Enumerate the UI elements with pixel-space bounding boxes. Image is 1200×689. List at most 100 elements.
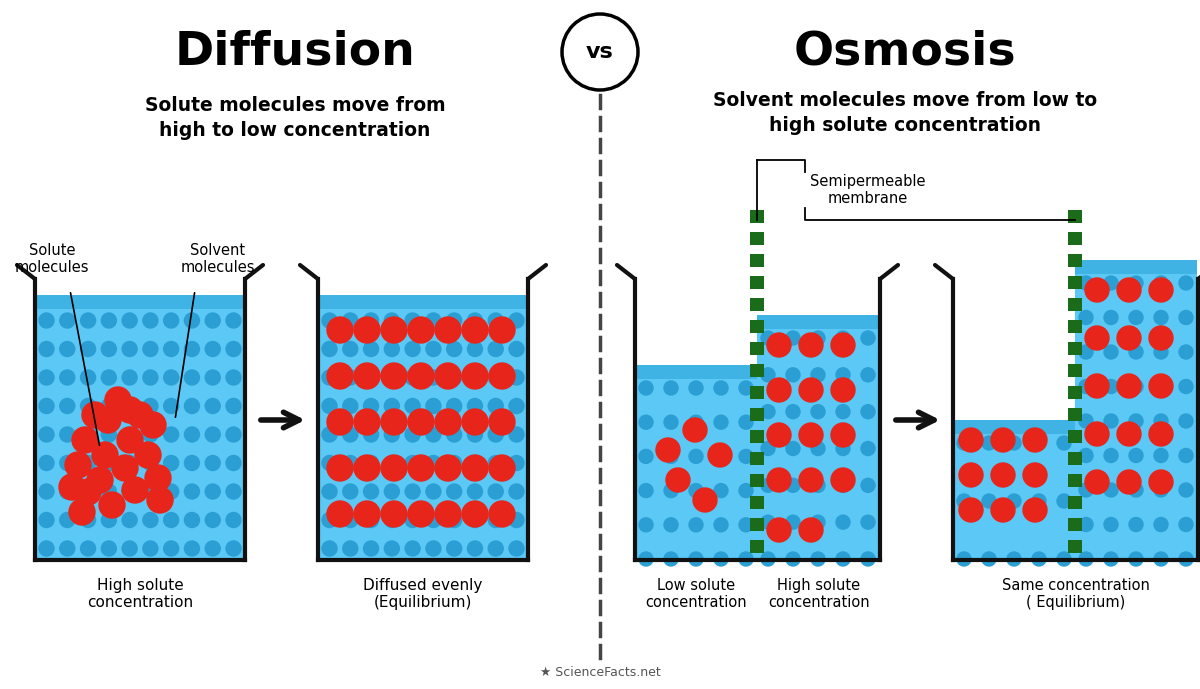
Circle shape [185, 455, 199, 471]
Circle shape [382, 317, 407, 343]
Circle shape [468, 541, 482, 556]
Bar [750, 342, 764, 355]
Circle shape [40, 541, 54, 556]
Circle shape [143, 313, 158, 328]
Circle shape [406, 455, 420, 471]
Circle shape [1079, 552, 1093, 566]
Text: ★ ScienceFacts.net: ★ ScienceFacts.net [540, 666, 660, 679]
Circle shape [40, 427, 54, 442]
Circle shape [426, 484, 440, 499]
Circle shape [226, 484, 241, 499]
Circle shape [811, 442, 826, 455]
Circle shape [185, 313, 199, 328]
Circle shape [322, 455, 337, 471]
Circle shape [490, 363, 515, 389]
Circle shape [1104, 483, 1118, 497]
Circle shape [638, 381, 653, 395]
Circle shape [462, 363, 488, 389]
Circle shape [364, 370, 378, 385]
Circle shape [101, 342, 116, 356]
Circle shape [1079, 276, 1093, 290]
Circle shape [991, 498, 1015, 522]
Circle shape [509, 513, 524, 528]
Circle shape [714, 381, 728, 395]
Circle shape [122, 477, 148, 503]
Bar [750, 254, 764, 267]
Circle shape [343, 427, 358, 442]
Text: Low solute
concentration: Low solute concentration [646, 578, 748, 610]
Circle shape [408, 455, 434, 481]
Circle shape [488, 370, 503, 385]
Circle shape [322, 398, 337, 413]
Circle shape [364, 427, 378, 442]
Circle shape [761, 331, 775, 345]
Circle shape [956, 552, 971, 566]
Circle shape [1178, 345, 1193, 359]
Circle shape [106, 387, 131, 413]
Circle shape [40, 455, 54, 471]
Circle shape [462, 455, 488, 481]
Circle shape [490, 455, 515, 481]
Circle shape [638, 449, 653, 464]
Circle shape [426, 342, 440, 356]
Circle shape [830, 423, 854, 447]
Circle shape [490, 501, 515, 527]
Circle shape [60, 455, 74, 471]
Circle shape [959, 463, 983, 487]
Circle shape [786, 552, 800, 566]
Circle shape [488, 313, 503, 328]
Circle shape [786, 442, 800, 455]
Circle shape [326, 455, 353, 481]
Circle shape [1117, 470, 1141, 494]
Bar [953, 420, 1075, 434]
Circle shape [40, 484, 54, 499]
Circle shape [468, 455, 482, 471]
Circle shape [509, 342, 524, 356]
Circle shape [185, 541, 199, 556]
Circle shape [326, 409, 353, 435]
Circle shape [205, 455, 221, 471]
Circle shape [1178, 517, 1193, 531]
Circle shape [354, 317, 380, 343]
Circle shape [163, 513, 179, 528]
Circle shape [1178, 414, 1193, 428]
Bar [35, 295, 245, 309]
Bar [1068, 452, 1082, 465]
Bar [1068, 320, 1082, 333]
Circle shape [1104, 380, 1118, 393]
Circle shape [830, 333, 854, 357]
Bar [750, 518, 764, 531]
Circle shape [122, 313, 137, 328]
Circle shape [1154, 552, 1168, 566]
Circle shape [1079, 414, 1093, 428]
Circle shape [1007, 436, 1021, 450]
Circle shape [140, 412, 166, 438]
Circle shape [446, 541, 462, 556]
Circle shape [426, 398, 440, 413]
Circle shape [40, 398, 54, 413]
Circle shape [767, 423, 791, 447]
Circle shape [1154, 276, 1168, 290]
Circle shape [490, 317, 515, 343]
Circle shape [163, 342, 179, 356]
Circle shape [714, 552, 728, 566]
Circle shape [1104, 517, 1118, 531]
Circle shape [406, 313, 420, 328]
Circle shape [354, 455, 380, 481]
Bar [35, 295, 245, 560]
Circle shape [426, 427, 440, 442]
Circle shape [408, 501, 434, 527]
Circle shape [1117, 374, 1141, 398]
Circle shape [1129, 380, 1142, 393]
Circle shape [101, 541, 116, 556]
Bar [750, 452, 764, 465]
Circle shape [1178, 483, 1193, 497]
Circle shape [60, 513, 74, 528]
Circle shape [92, 442, 118, 468]
Circle shape [836, 515, 850, 529]
Circle shape [76, 479, 101, 505]
Circle shape [1154, 483, 1168, 497]
Circle shape [122, 513, 137, 528]
Circle shape [468, 370, 482, 385]
Circle shape [322, 342, 337, 356]
